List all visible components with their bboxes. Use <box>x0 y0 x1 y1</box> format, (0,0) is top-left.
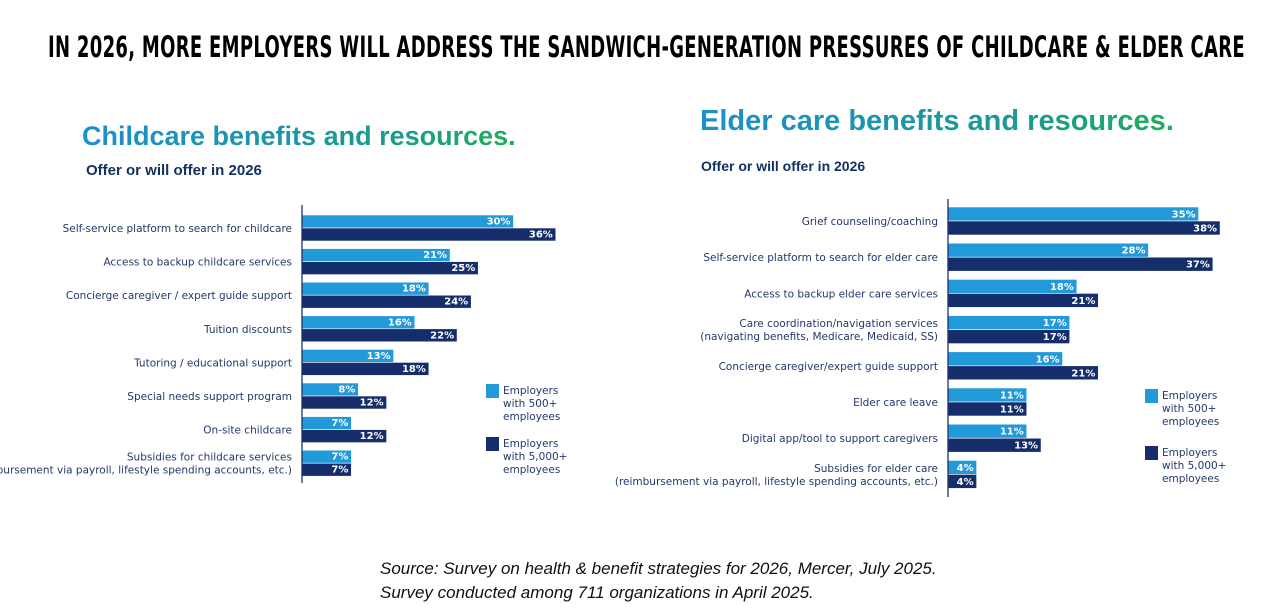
childcare-legend-label: employees <box>503 464 560 476</box>
childcare-category-label: Self-service platform to search for chil… <box>63 223 292 235</box>
childcare-value-label: 21% <box>423 250 447 261</box>
source-line-2: Survey conducted among 711 organizations… <box>380 583 814 602</box>
eldercare-value-label: 35% <box>1172 210 1196 221</box>
eldercare-bar-500 <box>947 206 1199 222</box>
source-note: Source: Survey on health & benefit strat… <box>380 557 937 605</box>
eldercare-value-label: 4% <box>957 463 974 474</box>
childcare-chart-title: Childcare benefits and resources. <box>82 121 516 151</box>
childcare-value-label: 7% <box>331 465 348 476</box>
childcare-category-label: Tuition discounts <box>203 324 292 336</box>
eldercare-value-label: 38% <box>1193 224 1217 235</box>
eldercare-value-label: 17% <box>1043 332 1067 343</box>
eldercare-chart-title: Elder care benefits and resources. <box>700 105 1174 137</box>
childcare-value-label: 36% <box>529 230 553 241</box>
eldercare-legend-label: with 500+ <box>1162 403 1216 415</box>
childcare-legend-label: Employers <box>503 438 558 450</box>
eldercare-legend-label: employees <box>1162 416 1219 428</box>
childcare-value-label: 16% <box>388 317 412 328</box>
eldercare-value-label: 16% <box>1036 354 1060 365</box>
childcare-value-label: 12% <box>360 398 384 409</box>
eldercare-value-label: 4% <box>957 477 974 488</box>
eldercare-category-label: Subsidies for elder care <box>814 463 938 475</box>
childcare-legend-swatch <box>486 384 499 398</box>
eldercare-legend-label: Employers <box>1162 447 1217 459</box>
eldercare-value-label: 11% <box>1000 405 1024 416</box>
childcare-bar-5000 <box>301 227 557 242</box>
childcare-category-label: Subsidies for childcare services <box>127 452 292 464</box>
childcare-category-label: Access to backup childcare services <box>103 257 292 269</box>
eldercare-bar-5000 <box>947 256 1214 272</box>
childcare-value-label: 18% <box>402 284 426 295</box>
eldercare-category-label: (reimbursement via payroll, lifestyle sp… <box>615 476 938 488</box>
childcare-value-label: 30% <box>487 217 511 228</box>
eldercare-bar-5000 <box>947 220 1221 236</box>
eldercare-chart-subtitle: Offer or will offer in 2026 <box>701 158 866 174</box>
childcare-legend-label: employees <box>503 411 560 423</box>
childcare-category-label: (reimbursement via payroll, lifestyle sp… <box>0 465 292 477</box>
eldercare-value-label: 21% <box>1071 296 1095 307</box>
eldercare-value-label: 21% <box>1071 368 1095 379</box>
eldercare-legend-swatch <box>1145 446 1158 460</box>
eldercare-category-label: Self-service platform to search for elde… <box>703 252 938 264</box>
eldercare-bar-500 <box>947 242 1149 258</box>
childcare-legend-label: with 500+ <box>503 398 557 410</box>
childcare-value-label: 13% <box>367 351 391 362</box>
eldercare-value-label: 11% <box>1000 391 1024 402</box>
childcare-category-label: On-site childcare <box>203 425 292 437</box>
eldercare-category-label: Digital app/tool to support caregivers <box>742 433 938 445</box>
eldercare-value-label: 37% <box>1186 260 1210 271</box>
eldercare-category-label: Concierge caregiver/expert guide support <box>719 361 938 373</box>
source-line-1: Source: Survey on health & benefit strat… <box>380 559 937 578</box>
eldercare-legend-label: employees <box>1162 473 1219 485</box>
childcare-value-label: 24% <box>444 297 468 308</box>
eldercare-value-label: 11% <box>1000 427 1024 438</box>
eldercare-category-label: Grief counseling/coaching <box>802 216 938 228</box>
childcare-value-label: 18% <box>402 364 426 375</box>
childcare-category-label: Concierge caregiver / expert guide suppo… <box>66 290 292 302</box>
eldercare-category-label: Access to backup elder care services <box>744 288 938 300</box>
childcare-value-label: 7% <box>331 452 348 463</box>
childcare-value-label: 25% <box>451 263 475 274</box>
eldercare-category-label: Care coordination/navigation services <box>739 318 938 330</box>
eldercare-value-label: 17% <box>1043 318 1067 329</box>
childcare-value-label: 22% <box>430 330 454 341</box>
eldercare-category-label: (navigating benefits, Medicare, Medicaid… <box>700 331 938 343</box>
eldercare-category-label: Elder care leave <box>853 397 938 409</box>
childcare-legend-label: with 5,000+ <box>503 451 567 463</box>
childcare-chart-subtitle: Offer or will offer in 2026 <box>86 162 262 179</box>
childcare-value-label: 8% <box>338 385 355 396</box>
childcare-legend-label: Employers <box>503 385 558 397</box>
childcare-bar-500 <box>301 214 514 229</box>
eldercare-value-label: 13% <box>1014 441 1038 452</box>
eldercare-value-label: 28% <box>1122 246 1146 257</box>
eldercare-legend-swatch <box>1145 389 1158 403</box>
eldercare-legend-label: Employers <box>1162 390 1217 402</box>
childcare-category-label: Special needs support program <box>127 391 292 403</box>
childcare-value-label: 7% <box>331 418 348 429</box>
eldercare-legend-label: with 5,000+ <box>1162 460 1226 472</box>
childcare-category-label: Tutoring / educational support <box>133 357 292 369</box>
eldercare-value-label: 18% <box>1050 282 1074 293</box>
childcare-value-label: 12% <box>360 431 384 442</box>
childcare-legend-swatch <box>486 437 499 451</box>
